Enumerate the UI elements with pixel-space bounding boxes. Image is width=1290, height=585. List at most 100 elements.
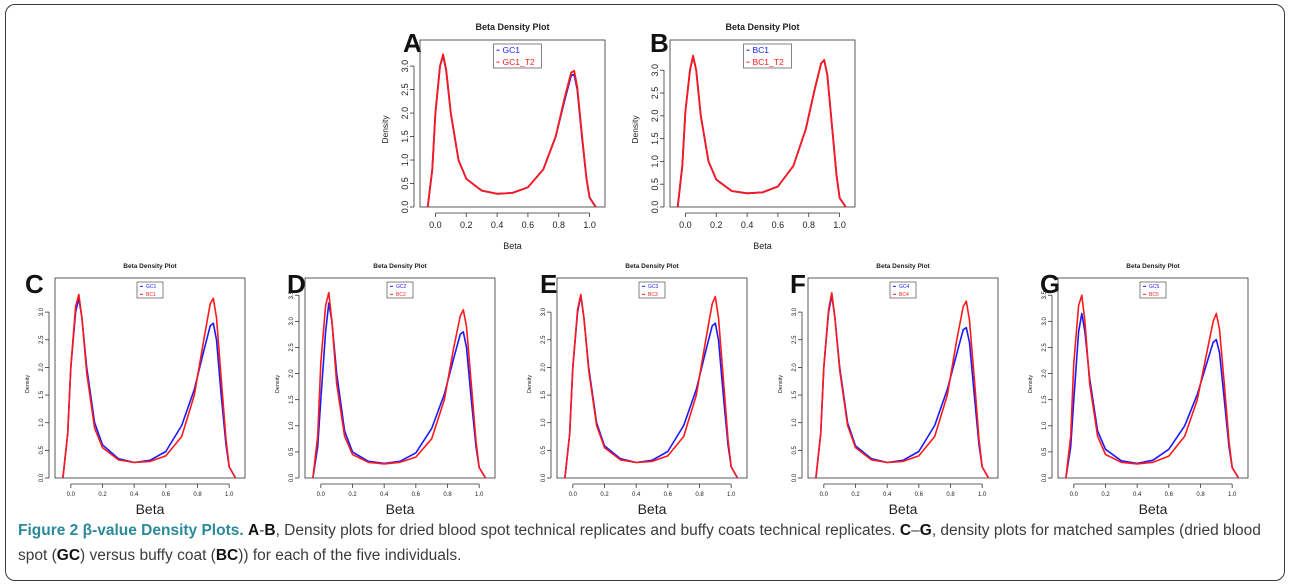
figure-label: Figure 2 [18,522,79,539]
y-tick-label: 1.0 [541,418,547,427]
plot-box [1057,277,1249,479]
y-tick-label: 2.5 [541,335,547,344]
chart-title: Beta Density Plot [625,263,679,270]
x-tick-label: 0.4 [491,220,504,230]
legend-box [136,281,164,299]
y-tick-label: 0.5 [400,177,410,190]
y-tick-label: 0.5 [289,447,295,456]
y-tick-label: 0.0 [289,473,295,482]
panel-ref: G [919,522,932,539]
plot-box [304,277,496,479]
density-plots: A Beta Density Plot 0.0 0.2 0.4 0.6 0.8 1.0 0.0 0… [25,22,1249,515]
legend-label: GC1 [503,45,521,55]
x-tick-label: 1.0 [475,492,484,498]
panel-letter-e: E [540,269,557,299]
y-tick-label: 1.5 [289,395,295,404]
panel-letter-b: B [650,28,669,58]
legend-label: GC1 [146,284,157,290]
y-tick-label: 0.0 [541,473,547,482]
caption-abbr: BC [215,547,239,564]
legend-label: BC4 [899,292,909,298]
y-tick-label: 1.0 [650,155,660,168]
chart-title: Beta Density Plot [475,22,549,32]
x-tick-label: 0.2 [851,492,860,498]
figure-title: β-value Density Plots. [82,522,244,539]
x-axis-label: Beta [753,241,772,251]
plot-box [807,277,999,479]
y-axis-label: Density [25,375,31,394]
series-line-bc5 [1065,294,1240,479]
y-tick-label: 0.0 [650,201,660,214]
x-tick-label: 0.4 [632,492,641,498]
y-tick-label: 3.0 [39,307,45,316]
legend-label: GC5 [1149,284,1160,290]
panel-b: B Beta Density Plot 0.0 0.2 0.4 0.6 0.8 1.0 0.0 0… [630,22,856,251]
panel-ref: C [899,522,912,539]
x-tick-label: 0.4 [130,492,139,498]
y-tick-label: 1.0 [792,418,798,427]
legend-label: GC1_T2 [503,57,535,67]
x-tick-label: 0.8 [552,220,565,230]
caption-text: , Density plots for dried blood spot tec… [275,522,900,539]
x-tick-label: 0.8 [802,220,815,230]
x-tick-label: 0.8 [695,492,704,498]
x-tick-label: 0.4 [380,492,389,498]
y-tick-label: 2.0 [792,363,798,372]
y-tick-label: 1.5 [650,132,660,145]
caption-abbr: GC [56,547,81,564]
x-tick-label: 0.0 [820,492,829,498]
x-tick-label: 0.6 [915,492,924,498]
y-tick-label: 2.5 [400,83,410,96]
series-line-gc5 [1065,312,1240,479]
y-tick-label: 1.5 [792,390,798,399]
y-tick-label: 2.0 [541,363,547,372]
chart-title: Beta Density Plot [1126,263,1180,270]
plot-box [556,277,748,479]
x-tick-label: 0.2 [600,492,609,498]
x-tick-label: 0.2 [460,220,473,230]
legend-box [743,43,792,69]
x-tick-label: 1.0 [225,492,234,498]
x-tick-label: 0.2 [710,220,723,230]
legend-label: BC1 [146,292,156,298]
x-tick-label: 0.2 [98,492,107,498]
legend-label: BC1_T2 [753,57,784,67]
x-tick-label: 1.0 [727,492,736,498]
y-tick-label: 2.0 [650,110,660,123]
x-tick-label: 0.0 [67,492,76,498]
x-tick-label: 0.8 [193,492,202,498]
panel-c: C Beta Density Plot 0.0 0.2 0.4 0.6 0.8 1.0 0.0 0… [25,263,246,515]
y-tick-label: 3.0 [289,317,295,326]
y-tick-label: 0.5 [1042,447,1048,456]
x-tick-label: 0.8 [443,492,452,498]
x-axis-label: Beta [386,501,415,515]
panel-letter-a: A [403,28,422,58]
y-tick-label: 2.0 [289,369,295,378]
panel-letter-f: F [790,269,806,299]
x-tick-label: 1.0 [1228,492,1237,498]
x-tick-label: 0.6 [412,492,421,498]
x-tick-label: 0.4 [741,220,754,230]
series-line-gc1 [62,297,237,479]
x-axis-label: Beta [503,241,522,251]
x-axis-label: Beta [1139,501,1168,515]
plot-box [669,39,856,208]
y-tick-label: 2.5 [650,87,660,100]
panel-e: E Beta Density Plot 0.0 0.2 0.4 0.6 0.8 1.0 0.0 0… [527,263,748,515]
y-tick-label: 0.0 [400,201,410,214]
x-tick-label: 0.0 [679,220,692,230]
panel-d: D Beta Density Plot 0.0 0.2 0.4 0.6 0.8 1.0 0.0 0… [275,263,496,515]
y-tick-label: 0.0 [792,473,798,482]
chart-title: Beta Density Plot [725,22,799,32]
caption-text: )) for each of the five individuals. [238,547,462,564]
y-tick-label: 0.5 [650,178,660,191]
x-tick-label: 0.6 [772,220,785,230]
legend-box [1139,281,1167,299]
series-line-bc4 [815,292,990,479]
y-tick-label: 0.5 [541,446,547,455]
y-tick-label: 1.0 [1042,421,1048,430]
y-tick-label: 2.5 [1042,343,1048,352]
x-axis-label: Beta [889,501,918,515]
y-tick-label: 0.0 [1042,473,1048,482]
y-tick-label: 2.5 [39,335,45,344]
